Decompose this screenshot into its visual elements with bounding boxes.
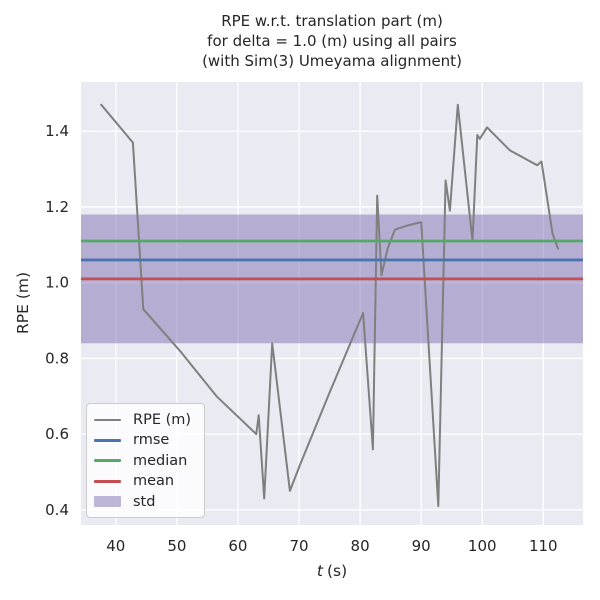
x-tick-label: 100 bbox=[468, 537, 497, 555]
x-tick-label: 80 bbox=[351, 537, 370, 555]
legend-label-mean: mean bbox=[133, 473, 175, 489]
x-tick-label: 50 bbox=[167, 537, 186, 555]
legend-item-median: median bbox=[94, 453, 197, 469]
legend-item-rpe-m: RPE (m) bbox=[94, 412, 197, 428]
legend-label-std: std bbox=[133, 493, 156, 510]
legend-swatch-mean bbox=[94, 479, 121, 483]
chart-title-line-3: (with Sim(3) Umeyama alignment) bbox=[202, 52, 462, 70]
y-tick-label: 1.0 bbox=[45, 274, 69, 292]
x-axis-label-unit: (s) bbox=[326, 562, 348, 580]
legend-item-rmse: rmse bbox=[94, 432, 197, 448]
x-axis-label-variable: t bbox=[316, 562, 323, 580]
x-tick-label: 90 bbox=[412, 537, 431, 555]
y-tick-label: 1.4 bbox=[45, 122, 69, 140]
legend-item-std: std bbox=[94, 494, 197, 510]
chart-title-line-2: for delta = 1.0 (m) using all pairs bbox=[207, 32, 457, 50]
y-axis-label: RPE (m) bbox=[14, 271, 32, 335]
legend-swatch-rpe-m bbox=[94, 418, 121, 421]
legend-item-mean: mean bbox=[94, 473, 197, 489]
legend-label-rmse: rmse bbox=[133, 432, 170, 448]
x-tick-label: 60 bbox=[228, 537, 247, 555]
x-axis-label: t (s) bbox=[81, 562, 583, 580]
legend-swatch-rmse bbox=[94, 438, 121, 442]
legend-label-rpe-m: RPE (m) bbox=[133, 411, 192, 428]
x-tick-label: 40 bbox=[106, 537, 125, 555]
legend: RPE (m) rmse median mean std bbox=[86, 403, 205, 518]
x-tick-label: 70 bbox=[289, 537, 308, 555]
legend-swatch-std bbox=[94, 496, 121, 507]
chart-title: RPE w.r.t. translation part (m) for delt… bbox=[81, 11, 583, 71]
legend-swatch-median bbox=[94, 459, 121, 462]
y-tick-label: 0.6 bbox=[45, 425, 69, 443]
x-tick-label: 110 bbox=[529, 537, 558, 555]
y-tick-label: 0.4 bbox=[45, 501, 69, 519]
legend-label-median: median bbox=[133, 452, 188, 469]
chart-title-line-1: RPE w.r.t. translation part (m) bbox=[221, 12, 443, 30]
y-tick-label: 0.8 bbox=[45, 349, 69, 367]
y-tick-label: 1.2 bbox=[45, 198, 69, 216]
rpe-m-line bbox=[100, 103, 559, 508]
